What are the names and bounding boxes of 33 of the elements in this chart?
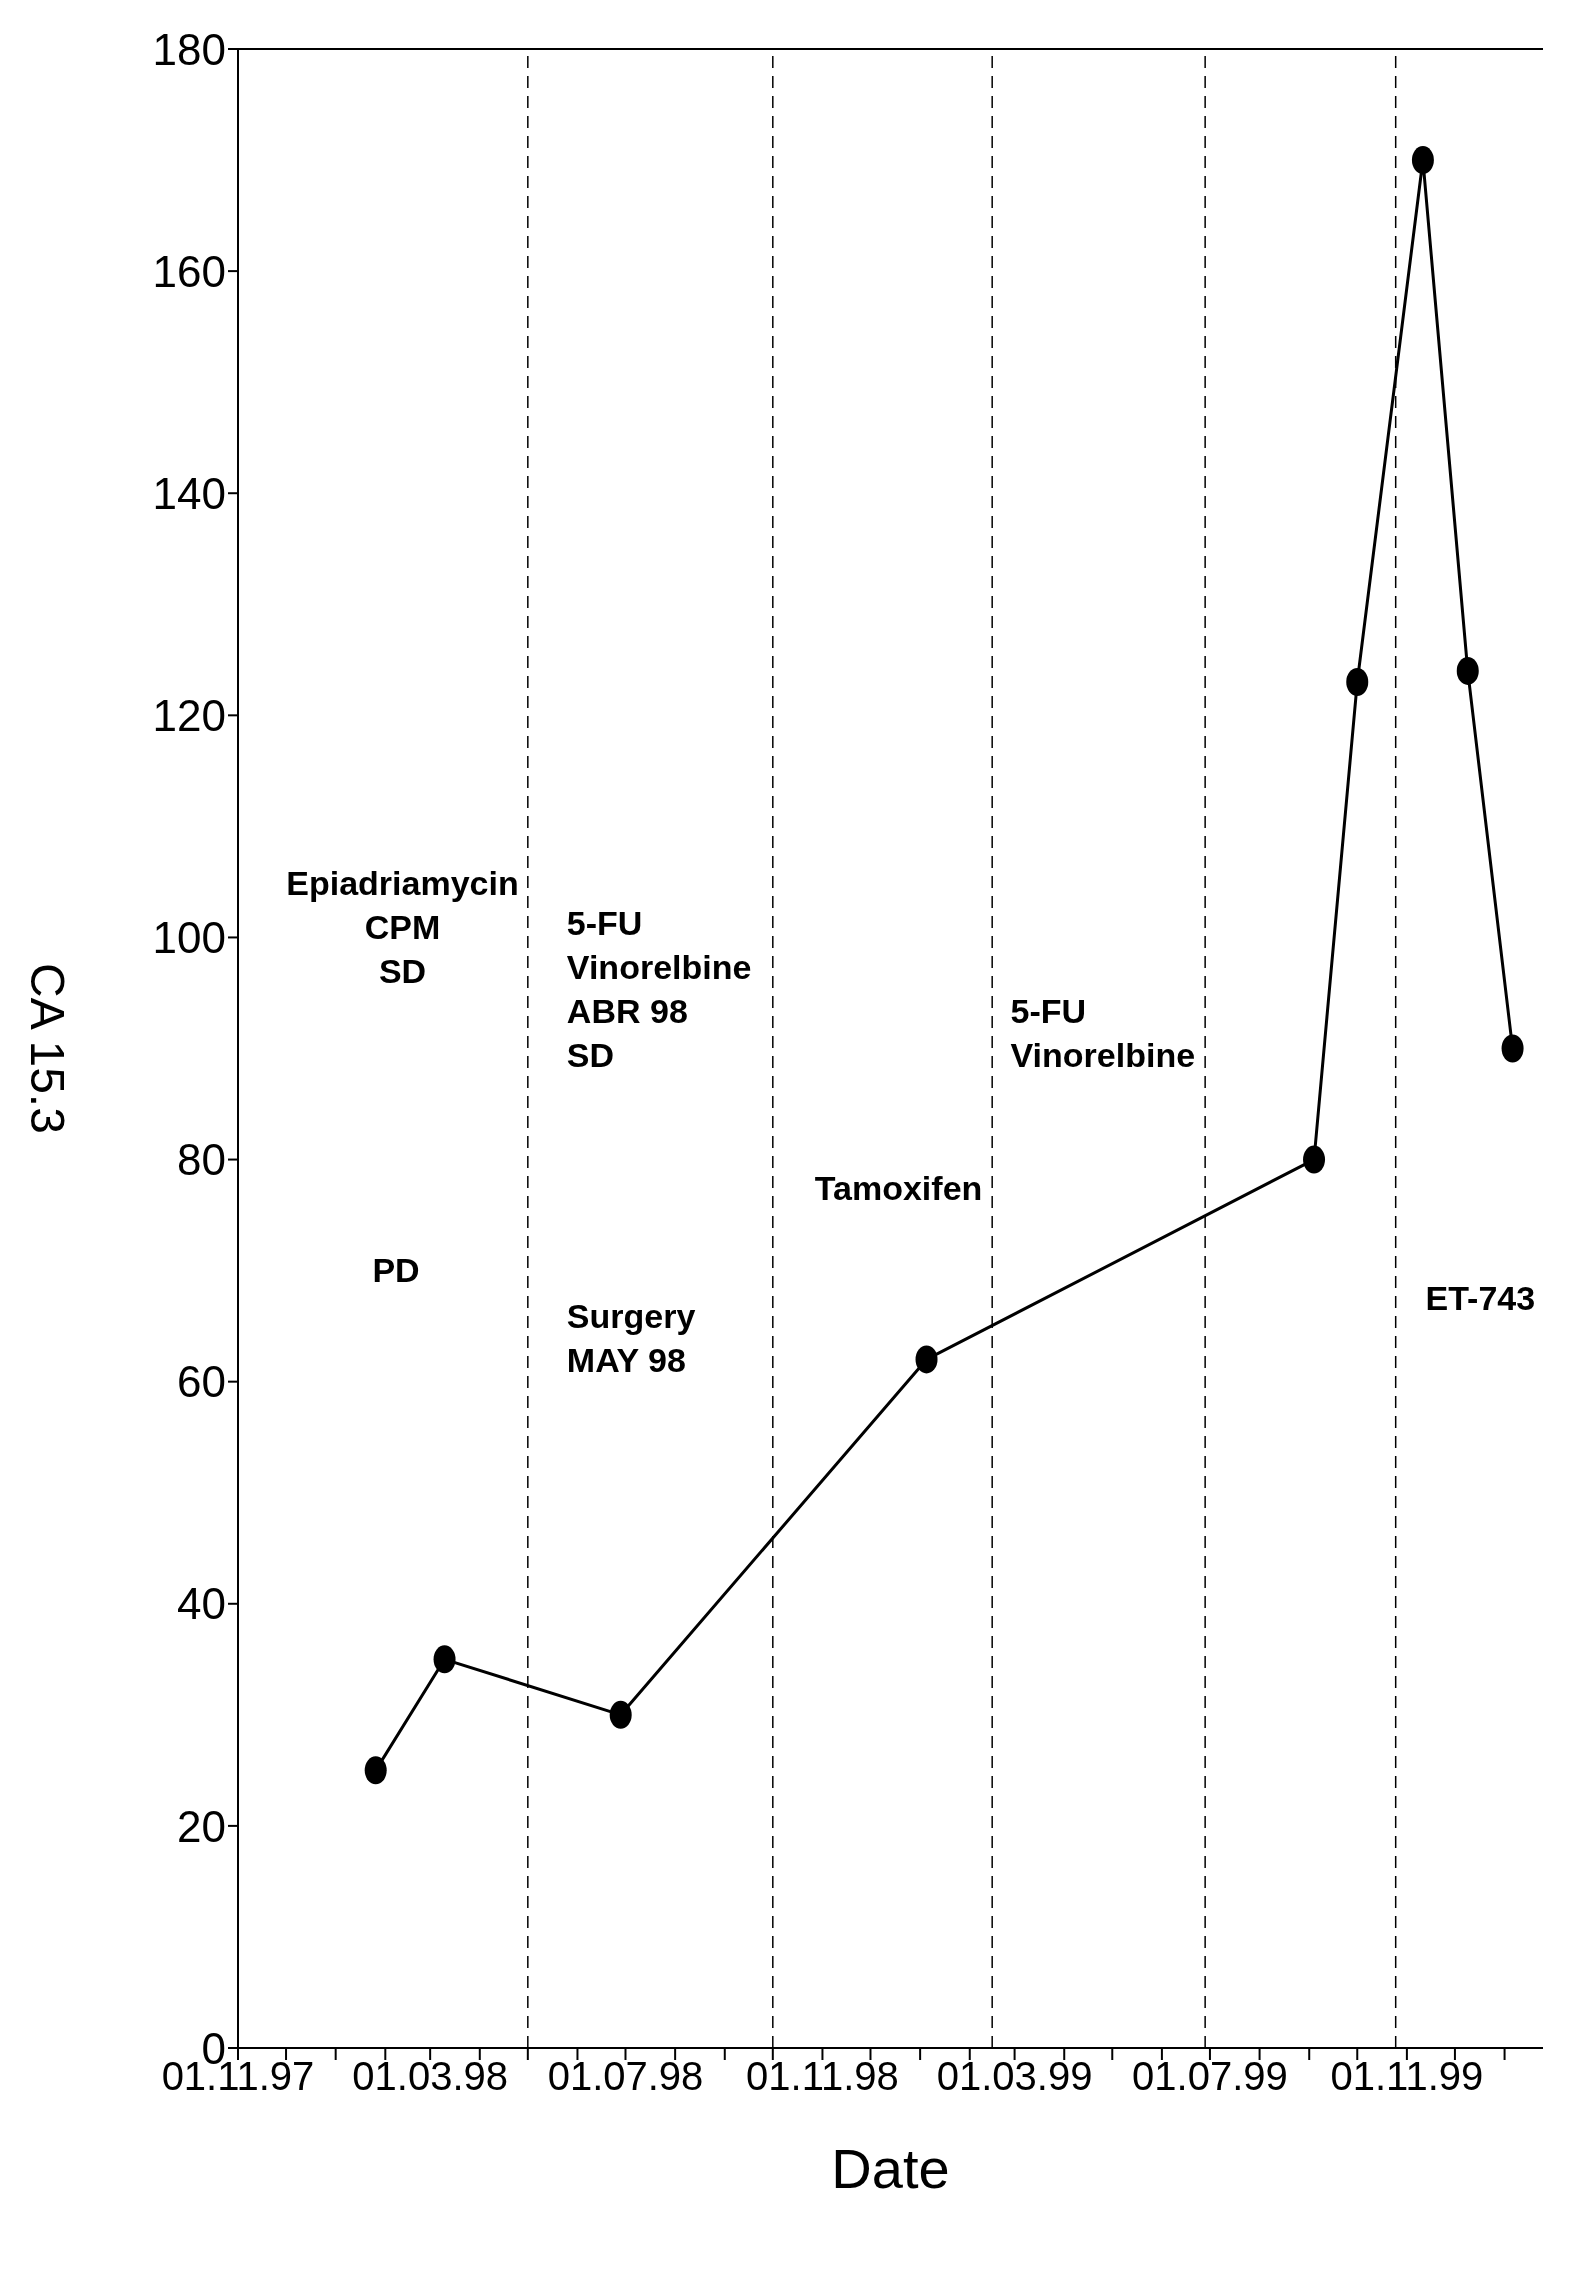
- x-tick-label: 01.03.99: [936, 2054, 1093, 2099]
- x-tick-label: 01.07.99: [1132, 2054, 1288, 2099]
- point: [1501, 1034, 1524, 1063]
- annotation: 5-FU Vinorelbine ABR 98 SD: [566, 902, 752, 1076]
- annotation: ET-743: [1425, 1278, 1536, 1320]
- point: [1346, 668, 1369, 697]
- y-tick-label: 40: [177, 1579, 226, 1629]
- y-tick-label: 160: [152, 246, 226, 296]
- y-tick-label: 60: [177, 1357, 226, 1407]
- annotation: 5-FU Vinorelbine: [1010, 990, 1196, 1076]
- point: [1303, 1145, 1326, 1174]
- point: [609, 1700, 632, 1729]
- y-axis-title: CA 15.3: [20, 963, 74, 1134]
- y-tick-label: 180: [152, 24, 226, 74]
- point: [1411, 146, 1434, 175]
- y-tick-label: 140: [152, 468, 226, 518]
- point: [1456, 656, 1479, 685]
- x-tick-label: 01.11.99: [1330, 2054, 1484, 2099]
- y-tick-label: 20: [177, 1801, 226, 1851]
- point: [915, 1345, 938, 1374]
- y-tick-label: 100: [152, 913, 226, 963]
- annotation: Surgery MAY 98: [566, 1296, 696, 1382]
- point: [364, 1756, 387, 1785]
- annotation: PD: [372, 1250, 420, 1292]
- y-tick-label: 120: [152, 690, 226, 740]
- annotation: Tamoxifen: [814, 1168, 983, 1210]
- point: [433, 1645, 456, 1674]
- x-tick-label: 01.03.98: [352, 2054, 508, 2099]
- y-tick-label: 80: [177, 1135, 226, 1185]
- x-axis-title: Date: [831, 2137, 950, 2200]
- x-tick-label: 01.11.98: [746, 2054, 899, 2099]
- annotation: Epiadriamycin CPM SD: [286, 862, 519, 992]
- x-tick-label: 01.07.98: [547, 2054, 704, 2099]
